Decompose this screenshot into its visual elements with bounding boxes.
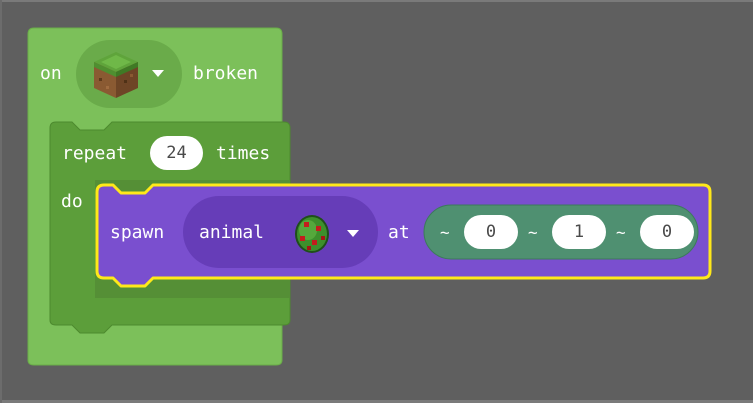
mob-dropdown[interactable] — [183, 196, 378, 268]
grass-block-icon — [94, 52, 138, 98]
x-coordinate-input[interactable]: 0 — [464, 215, 518, 249]
spawn-egg-icon — [295, 215, 329, 253]
repeat-label: repeat — [62, 143, 128, 164]
at-label: at — [388, 222, 410, 243]
chevron-down-icon — [152, 70, 164, 77]
x-relative-prefix: ~ — [440, 223, 450, 242]
z-relative-prefix: ~ — [616, 223, 626, 242]
mob-dropdown-label: animal — [199, 222, 265, 243]
repeat-count-input[interactable]: 24 — [150, 136, 203, 170]
spawn-label: spawn — [110, 222, 165, 243]
chevron-down-icon — [347, 230, 359, 237]
workspace-left-edge — [0, 0, 2, 403]
event-prefix-label: on — [40, 63, 62, 84]
workspace-top-edge — [0, 0, 753, 2]
z-coordinate-input[interactable]: 0 — [640, 215, 694, 249]
times-label: times — [216, 143, 271, 164]
workspace-bottom-edge — [0, 400, 753, 403]
y-relative-prefix: ~ — [528, 223, 538, 242]
do-label: do — [61, 191, 83, 212]
y-coordinate-input[interactable]: 1 — [552, 215, 606, 249]
event-suffix-label: broken — [193, 63, 259, 84]
